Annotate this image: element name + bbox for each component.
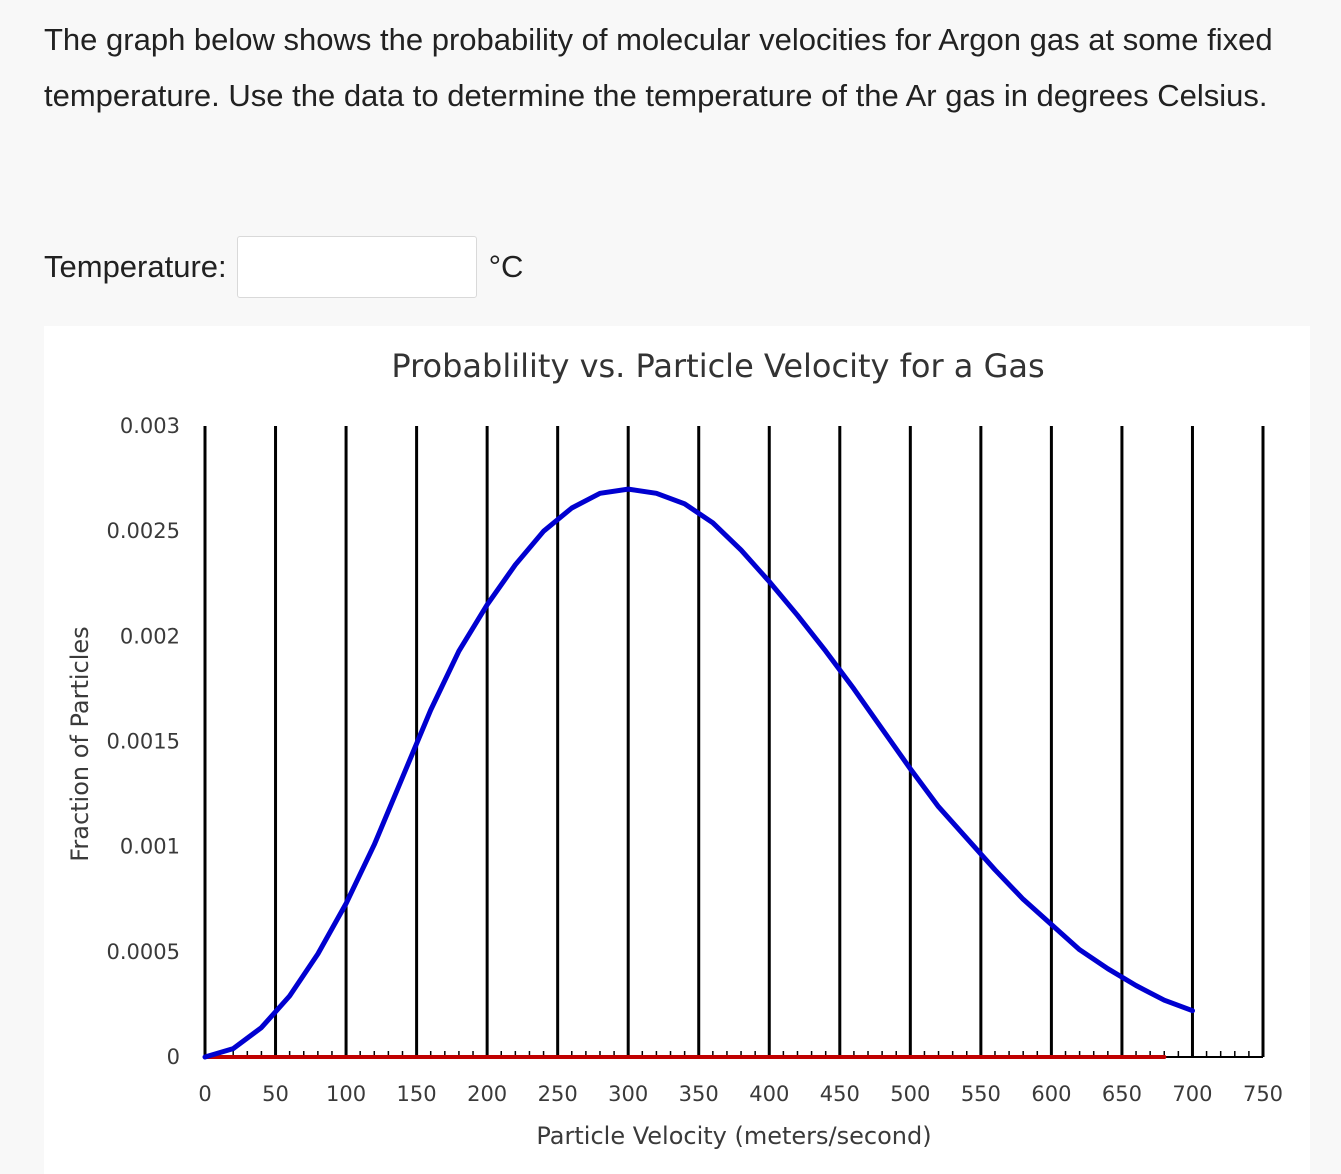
y-tick-label: 0.003 [120,414,180,438]
x-tick-label: 500 [890,1082,930,1106]
x-tick-label: 200 [467,1082,507,1106]
x-axis-label: Particle Velocity (meters/second) [536,1122,931,1150]
y-tick-label: 0.0005 [107,940,180,964]
temperature-label: Temperature: [44,249,227,284]
x-tick-label: 150 [397,1082,437,1106]
temperature-input[interactable] [236,236,477,298]
y-tick-label: 0.002 [120,624,180,648]
chart-panel: Probablility vs. Particle Velocity for a… [44,326,1310,1174]
x-tick-label: 550 [961,1082,1001,1106]
x-tick-label: 450 [820,1082,860,1106]
temperature-unit: °C [488,249,524,284]
velocity-distribution-line [202,486,1195,1060]
x-tick-label: 350 [679,1082,719,1106]
y-tick-label: 0.0025 [107,519,180,543]
x-tick-label: 650 [1102,1082,1142,1106]
y-tick-label: 0 [167,1045,180,1069]
x-tick-label: 300 [608,1082,648,1106]
y-axis-label: Fraction of Particles [66,626,94,861]
y-tick-label: 0.0015 [107,730,180,754]
x-tick-label: 400 [749,1082,789,1106]
x-tick-label: 750 [1243,1082,1283,1106]
x-tick-label: 700 [1172,1082,1212,1106]
x-tick-label: 50 [262,1082,289,1106]
x-tick-label: 600 [1031,1082,1071,1106]
question-text: The graph below shows the probability of… [44,22,1273,113]
answer-row: Temperature: °C [44,234,523,300]
y-tick-label: 0.001 [120,835,180,859]
x-tick-label: 0 [198,1082,211,1106]
x-tick-label: 250 [538,1082,578,1106]
chart-title: Probablility vs. Particle Velocity for a… [391,347,1044,385]
velocity-distribution-chart: Probablility vs. Particle Velocity for a… [66,347,1283,1150]
x-tick-label: 100 [326,1082,366,1106]
